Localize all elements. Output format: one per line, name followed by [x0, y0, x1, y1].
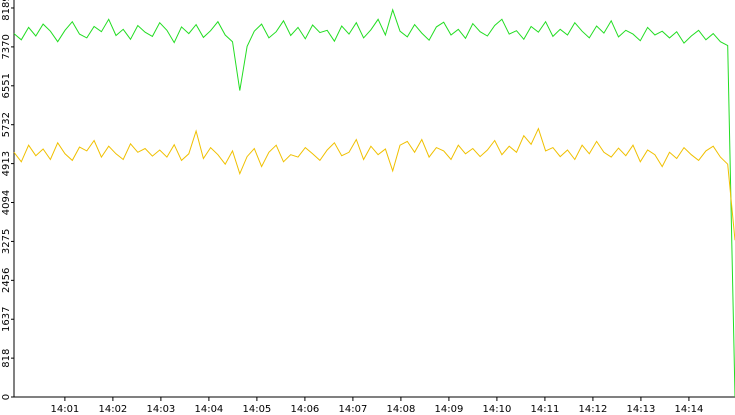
y-tick-label: 5732: [1, 112, 12, 137]
x-tick-label: 14:14: [675, 404, 704, 415]
y-tick-label: 3275: [1, 229, 12, 254]
y-tick-label: 4913: [1, 151, 12, 176]
y-tick-label: 0: [1, 394, 12, 400]
x-tick-label: 14:13: [627, 404, 656, 415]
y-tick-label: 6551: [1, 73, 12, 98]
line-series: [13, 8, 735, 398]
x-tick-label: 14:11: [530, 404, 559, 415]
x-tick-label: 14:03: [146, 404, 175, 415]
x-tick-label: 14:10: [482, 404, 511, 415]
y-tick-label: 8189: [1, 0, 12, 21]
x-tick-label: 14:02: [98, 404, 127, 415]
x-tick-label: 14:09: [434, 404, 463, 415]
y-tick-label: 1637: [1, 307, 12, 332]
y-tick-label: 4094: [1, 190, 12, 215]
x-tick-label: 14:12: [578, 404, 607, 415]
x-tick-label: 14:05: [242, 404, 271, 415]
y-tick-label: 7370: [1, 34, 12, 59]
x-tick-label: 14:08: [386, 404, 415, 415]
line-series: [13, 127, 735, 241]
x-tick-label: 14:04: [194, 404, 223, 415]
y-tick-label: 2456: [1, 268, 12, 293]
y-tick-label: 818: [1, 349, 12, 368]
x-tick-label: 14:01: [50, 404, 79, 415]
x-tick-label: 14:06: [290, 404, 319, 415]
x-tick-label: 14:07: [338, 404, 367, 415]
